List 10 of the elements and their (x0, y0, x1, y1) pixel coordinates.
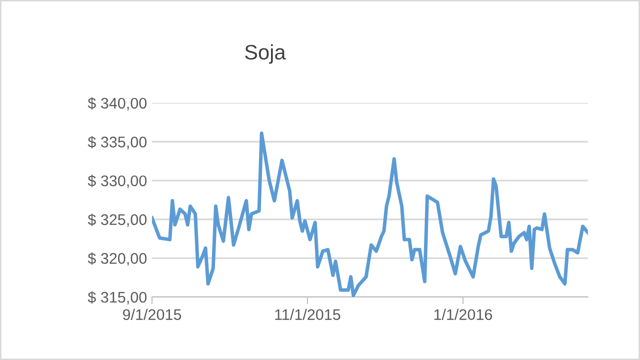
chart-title: Soja (245, 44, 286, 64)
y-tick-label: $ 315,00 (88, 291, 147, 304)
y-tick-label: $ 325,00 (88, 214, 147, 227)
y-tick-label: $ 320,00 (88, 252, 147, 266)
x-tick-label: 11/1/2015 (275, 308, 340, 320)
y-tick-label: $ 330,00 (88, 174, 147, 188)
x-tick-label: 9/1/2015 (122, 308, 182, 320)
x-tick-label: 1/1/2016 (434, 308, 492, 320)
y-tick-label: $ 340,00 (88, 97, 147, 110)
y-tick-label: $ 335,00 (88, 136, 147, 150)
